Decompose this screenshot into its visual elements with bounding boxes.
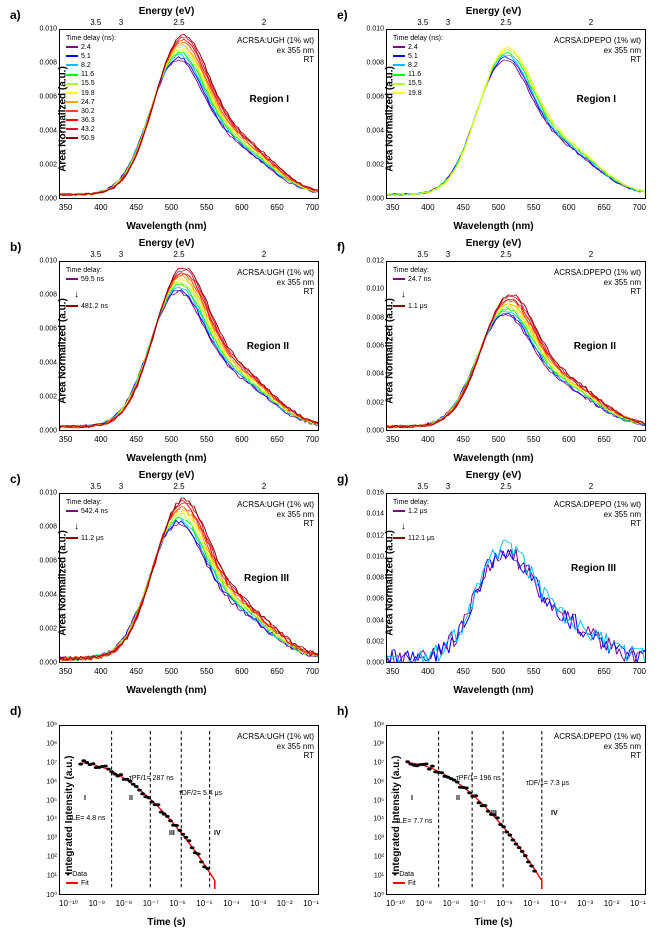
yticks-a: 0.0000.0020.0040.0060.0080.010 xyxy=(32,29,57,199)
yticks-d: 10⁰10¹10²10³10⁴10⁵10⁶10⁷10⁸10⁹ xyxy=(32,725,57,895)
legend-a: Time delay (ns): 2.45.18.211.615.519.824… xyxy=(66,34,116,143)
panel-e: e) Energy (eV) 3.532.52 Area Normalized … xyxy=(331,4,656,234)
panel-a: a) Energy (eV) 3.532.52 Area Normalized … xyxy=(4,4,329,234)
legend-header: Time delay (ns): xyxy=(66,34,116,43)
top-xlabel: Energy (eV) xyxy=(139,6,195,17)
arrow-down-icon: ↓ xyxy=(401,288,406,301)
legend-d: ● Data Fit xyxy=(66,870,89,888)
yticks-c: 0.0000.0020.0040.0060.0080.010 xyxy=(32,493,57,663)
legend-items-a: 2.45.18.211.615.519.824.730.236.343.250.… xyxy=(66,43,116,143)
yticks-b: 0.0000.0020.0040.0060.0080.010 xyxy=(32,261,57,431)
xticks: 350400450500550600650700 xyxy=(386,203,646,212)
legend-e: Time delay (ns): 2.45.18.211.615.519.8 xyxy=(393,34,443,98)
arrow-down-icon: ↓ xyxy=(74,288,79,301)
xticks: 350400450500550600650700 xyxy=(386,667,646,676)
yticks-g: 0.0000.0020.0040.0060.0080.0100.0120.014… xyxy=(359,493,384,663)
figure-grid: a) Energy (eV) 3.532.52 Area Normalized … xyxy=(0,0,660,934)
legend-items-e: 2.45.18.211.615.519.8 xyxy=(393,43,443,98)
panel-c: c) Energy (eV) 3.532.52 Area Normalized … xyxy=(4,468,329,698)
xticks-d: 10⁻¹⁰10⁻⁹10⁻⁸10⁻⁷10⁻⁶10⁻⁵10⁻⁴10⁻³10⁻²10⁻… xyxy=(59,899,319,908)
panel-d: d) Integrated Intensity (a.u.) 10⁰10¹10²… xyxy=(4,700,329,930)
arrow-down-icon: ↓ xyxy=(74,520,79,533)
panel-f: f) Energy (eV) 3.532.52 Area Normalized … xyxy=(331,236,656,466)
xticks: 350400450500550600650700 xyxy=(59,435,319,444)
xticks: 350400450500550600650700 xyxy=(59,203,319,212)
panel-label: a) xyxy=(10,8,21,22)
panel-g: g) Energy (eV) 3.532.52 Area Normalized … xyxy=(331,468,656,698)
arrow-down-icon: ↓ xyxy=(401,520,406,533)
xticks-h: 10⁻¹⁰10⁻⁹10⁻⁸10⁻⁷10⁻⁶10⁻⁵10⁻⁴10⁻³10⁻²10⁻… xyxy=(386,899,646,908)
xticks: 350400450500550600650700 xyxy=(386,435,646,444)
xlabel: Wavelength (nm) xyxy=(126,221,206,232)
sample-annot: ACRSA:UGH (1% wt) ex 355 nm RT xyxy=(237,36,314,65)
yticks-h: 10⁰10¹10²10³10⁴10⁵10⁶10⁷10⁸10⁹ xyxy=(359,725,384,895)
yticks-f: 0.0000.0020.0040.0060.0080.0100.012 xyxy=(359,261,384,431)
yticks-e: 0.0000.0020.0040.0060.0080.010 xyxy=(359,29,384,199)
panel-b: b) Energy (eV) 3.532.52 Area Normalized … xyxy=(4,236,329,466)
xticks: 350400450500550600650700 xyxy=(59,667,319,676)
region-label: Region I xyxy=(250,94,289,105)
panel-h: h) Integrated Intensity (a.u.) 10⁰10¹10²… xyxy=(331,700,656,930)
